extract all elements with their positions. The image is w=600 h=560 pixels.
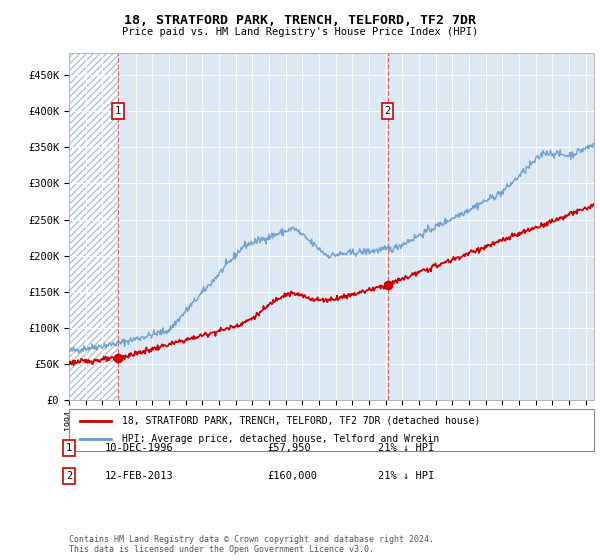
Text: Price paid vs. HM Land Registry's House Price Index (HPI): Price paid vs. HM Land Registry's House … [122,27,478,37]
Text: 18, STRATFORD PARK, TRENCH, TELFORD, TF2 7DR (detached house): 18, STRATFORD PARK, TRENCH, TELFORD, TF2… [121,416,480,426]
Text: 2: 2 [66,471,72,481]
Text: 10-DEC-1996: 10-DEC-1996 [105,443,174,453]
Text: 21% ↓ HPI: 21% ↓ HPI [378,443,434,453]
Text: 18, STRATFORD PARK, TRENCH, TELFORD, TF2 7DR: 18, STRATFORD PARK, TRENCH, TELFORD, TF2… [124,14,476,27]
Text: Contains HM Land Registry data © Crown copyright and database right 2024.
This d: Contains HM Land Registry data © Crown c… [69,535,434,554]
Text: £160,000: £160,000 [267,471,317,481]
Bar [69,53,118,400]
Text: 12-FEB-2013: 12-FEB-2013 [105,471,174,481]
FancyBboxPatch shape [69,409,594,451]
Text: 2: 2 [385,106,391,116]
Text: 21% ↓ HPI: 21% ↓ HPI [378,471,434,481]
Text: 1: 1 [115,106,121,116]
Text: HPI: Average price, detached house, Telford and Wrekin: HPI: Average price, detached house, Telf… [121,434,439,444]
Text: £57,950: £57,950 [267,443,311,453]
Text: 1: 1 [66,443,72,453]
